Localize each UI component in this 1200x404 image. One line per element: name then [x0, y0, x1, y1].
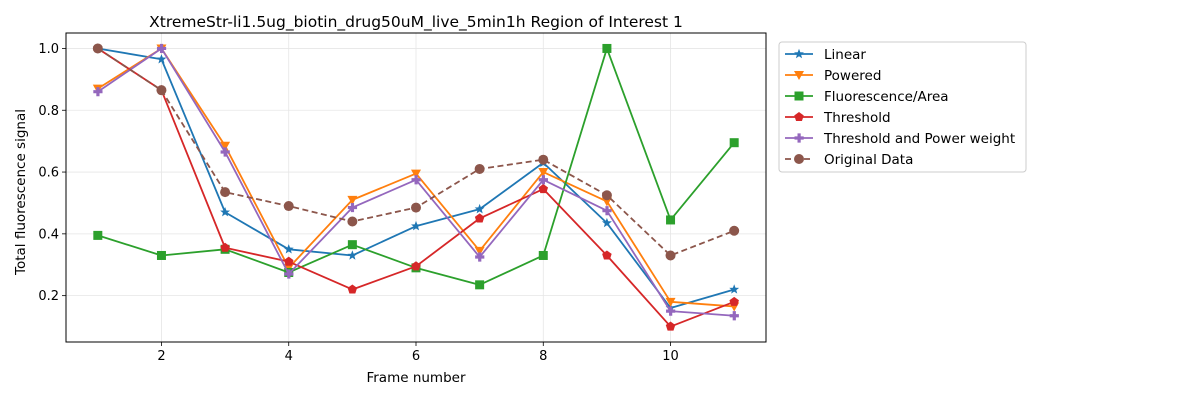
data-point-fluorescence-area	[729, 138, 739, 148]
data-point-threshold-and-power-weight	[93, 87, 103, 97]
legend-label-threshold-and-power-weight: Threshold and Power weight	[823, 131, 1015, 147]
data-point-original-data	[283, 201, 294, 212]
legend-label-threshold: Threshold	[823, 110, 891, 126]
data-point-powered	[538, 168, 549, 178]
series-threshold-and-power-weight	[93, 43, 739, 321]
data-point-original-data	[156, 85, 167, 96]
data-point-original-data	[411, 202, 421, 213]
data-point-linear	[474, 203, 485, 214]
data-point-threshold-and-power-weight	[666, 306, 676, 316]
data-point-original-data	[729, 225, 740, 236]
data-point-linear	[220, 207, 231, 217]
data-point-threshold	[474, 213, 485, 223]
data-point-original-data	[347, 216, 358, 227]
data-point-original-data	[538, 154, 549, 165]
data-point-powered	[474, 246, 485, 256]
y-tick-label: 0.2	[38, 289, 59, 304]
data-point-fluorescence-area	[602, 43, 612, 53]
data-point-powered	[347, 195, 358, 205]
data-point-original-data	[92, 43, 103, 54]
data-point-threshold-and-power-weight	[538, 175, 548, 185]
chart-title: XtremeStr-li1.5ug_biotin_drug50uM_live_5…	[149, 13, 683, 32]
legend: Linear Powered Fluorescence/Area Threshold T…	[778, 41, 1027, 173]
data-point-threshold	[347, 284, 358, 294]
data-point-linear	[347, 250, 358, 260]
data-point-threshold-and-power-weight	[220, 147, 230, 157]
data-point-threshold-and-power-weight	[729, 311, 739, 321]
legend-label-fluorescence-area: Fluorescence/Area	[824, 89, 949, 105]
series-original-data	[92, 43, 740, 261]
data-point-threshold-and-power-weight	[602, 206, 612, 216]
data-point-linear	[156, 54, 167, 64]
legend-label-powered: Powered	[824, 68, 881, 84]
data-point-original-data	[474, 163, 485, 174]
data-point-fluorescence-area	[156, 250, 166, 260]
y-tick-label: 0.6	[38, 166, 59, 181]
y-tick-label: 0.8	[38, 104, 59, 119]
data-point-threshold-and-power-weight	[156, 43, 167, 54]
x-tick-label: 10	[662, 349, 679, 364]
legend-marker-original-data	[794, 154, 804, 164]
x-tick-label: 6	[412, 349, 420, 364]
y-tick-label: 0.4	[38, 227, 59, 242]
x-tick-label: 8	[539, 349, 547, 364]
legend-marker-powered	[794, 71, 804, 80]
data-point-fluorescence-area	[538, 250, 548, 260]
y-tick-label: 1.0	[38, 42, 59, 57]
x-tick-label: 2	[157, 349, 165, 364]
data-point-original-data	[220, 187, 231, 198]
legend-marker-threshold	[794, 112, 804, 122]
data-point-threshold-and-power-weight	[347, 202, 358, 213]
grid-lines	[66, 33, 766, 342]
data-point-linear	[283, 244, 294, 254]
data-point-fluorescence-area	[666, 215, 676, 225]
data-point-powered	[220, 141, 231, 151]
legend-marker-threshold-and-power-weight	[794, 133, 804, 143]
data-point-threshold	[283, 256, 294, 266]
x-axis-label: Frame number	[366, 370, 465, 386]
legend-marker-fluorescence-area	[794, 91, 804, 101]
data-point-fluorescence-area	[475, 280, 485, 290]
data-point-powered	[411, 169, 421, 179]
data-point-threshold	[411, 261, 421, 271]
y-axis-label: Total fluorescence signal	[13, 109, 29, 276]
legend-marker-linear	[794, 48, 804, 59]
data-point-threshold	[220, 242, 230, 252]
data-point-threshold-and-power-weight	[284, 269, 294, 279]
data-point-original-data	[601, 190, 612, 201]
data-point-powered	[601, 197, 612, 207]
data-point-threshold-and-power-weight	[411, 175, 421, 185]
data-point-threshold	[538, 184, 549, 194]
plot-frame	[65, 32, 767, 343]
legend-label-original-data: Original Data	[824, 152, 913, 168]
data-point-fluorescence-area	[93, 230, 103, 240]
data-point-powered	[665, 297, 676, 307]
data-point-fluorescence-area	[347, 240, 357, 250]
data-point-threshold	[602, 250, 612, 260]
axis-ticks: 2 4 6 8 10 0.2 0.4 0.6 0.8 1.0	[38, 42, 679, 364]
x-tick-label: 4	[285, 349, 293, 364]
data-point-threshold-and-power-weight	[475, 252, 485, 262]
legend-box	[778, 41, 1027, 173]
data-point-linear	[601, 217, 612, 228]
data-point-linear	[411, 220, 421, 231]
data-point-linear	[729, 284, 740, 294]
data-point-original-data	[665, 250, 676, 261]
data-point-threshold	[729, 296, 739, 306]
data-point-threshold	[665, 321, 676, 331]
series-lines	[92, 43, 740, 331]
legend-label-linear: Linear	[824, 47, 866, 63]
